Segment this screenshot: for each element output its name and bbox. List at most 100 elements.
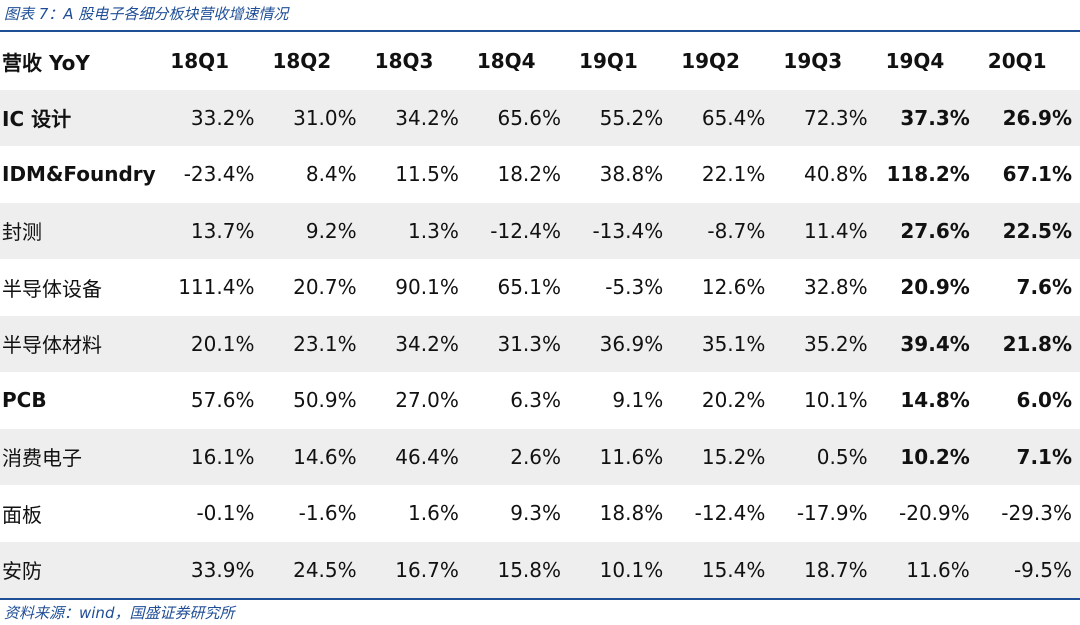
table-cell: 33.2% [160, 89, 263, 146]
row-label: IC 设计 [0, 89, 161, 146]
table-cell: 11.4% [773, 202, 876, 259]
table-cell: 11.6% [875, 541, 978, 598]
header-quarter: 19Q1 [579, 49, 638, 74]
table-cell: 9.2% [262, 202, 365, 259]
table-cell: 34.2% [364, 315, 467, 372]
table-cell: 40.8% [773, 146, 876, 203]
table-cell: 32.8% [773, 259, 876, 316]
table-cell: 14.8% [875, 372, 978, 429]
table-cell: 31.3% [466, 315, 570, 372]
bottom-rule [0, 598, 1080, 600]
table-cell: 12.6% [671, 259, 774, 316]
table-cell: 16.7% [364, 541, 467, 598]
table-cell: 22.5% [977, 202, 1080, 259]
table-cell: 9.3% [466, 485, 570, 542]
table-cell: 20.9% [875, 259, 978, 316]
table-row: 安防 33.9% 24.5% 16.7% 15.8% 10.1% 15.4% 18.7% 11.… [0, 541, 1080, 598]
table-cell: 31.0% [262, 89, 365, 146]
table-cell: 50.9% [262, 372, 365, 429]
table-cell: 1.6% [364, 485, 467, 542]
table-cell: 118.2% [875, 146, 978, 203]
row-label: 半导体设备 [0, 259, 161, 316]
table-cell: 10.2% [875, 428, 978, 485]
header-metric: 营收 YoY [2, 50, 90, 75]
table-cell: 15.2% [671, 428, 774, 485]
table-cell: 1.3% [364, 202, 467, 259]
table-cell: 22.1% [671, 146, 774, 203]
header-quarter: 18Q3 [374, 49, 434, 74]
row-label: 安防 [0, 541, 161, 598]
table-cell: 36.9% [569, 315, 672, 372]
table-cell: 65.1% [466, 259, 570, 316]
table-cell: 15.8% [466, 541, 570, 598]
table-cell: -5.3% [569, 259, 672, 316]
table-cell: 65.6% [466, 89, 570, 146]
table-cell: 46.4% [364, 428, 467, 485]
table-cell: 72.3% [773, 89, 876, 146]
source-note: 资料来源：wind，国盛证券研究所 [4, 604, 235, 622]
table-cell: 65.4% [671, 89, 774, 146]
row-label: PCB [0, 372, 161, 429]
table-cell: 23.1% [262, 315, 365, 372]
header-quarter: 19Q4 [885, 49, 945, 74]
table-cell: 6.0% [977, 372, 1080, 429]
table-cell: -20.9% [875, 485, 978, 542]
table-row: IDM&Foundry -23.4% 8.4% 11.5% 18.2% 38.8% 22.1… [0, 146, 1080, 203]
row-label: 消费电子 [0, 428, 161, 485]
table-cell: 9.1% [569, 372, 672, 429]
table-cell: 24.5% [262, 541, 365, 598]
table-body: IC 设计 33.2% 31.0% 34.2% 65.6% 55.2% 65.4% 72.3%… [0, 89, 1080, 598]
table-cell: 7.6% [977, 259, 1080, 316]
table-cell: 13.7% [160, 202, 263, 259]
header-quarter: 20Q1 [987, 49, 1047, 74]
table-cell: 21.8% [977, 315, 1080, 372]
growth-table: 营收 YoY 18Q1 18Q2 18Q3 18Q4 19Q1 19Q2 19Q3 19Q4 20… [0, 33, 1080, 598]
header-quarter: 19Q2 [681, 49, 740, 74]
table-cell: 11.5% [364, 146, 467, 203]
table-cell: 8.4% [262, 146, 365, 203]
table-row: 消费电子 16.1% 14.6% 46.4% 2.6% 11.6% 15.2% 0.5% 10.… [0, 428, 1080, 485]
table-cell: 14.6% [262, 428, 365, 485]
table-cell: 10.1% [569, 541, 672, 598]
table-cell: 90.1% [364, 259, 467, 316]
table-cell: 27.0% [364, 372, 467, 429]
header-quarter: 18Q1 [170, 49, 230, 74]
table-cell: -12.4% [671, 485, 774, 542]
header-quarter: 18Q4 [476, 49, 536, 74]
table-cell: -29.3% [977, 485, 1080, 542]
table-cell: 34.2% [364, 89, 467, 146]
table-cell: 35.1% [671, 315, 774, 372]
table-row: PCB 57.6% 50.9% 27.0% 6.3% 9.1% 20.2% 10.1% 14.8… [0, 372, 1080, 429]
header-quarter: 19Q3 [783, 49, 843, 74]
header-row: 营收 YoY 18Q1 18Q2 18Q3 18Q4 19Q1 19Q2 19Q3 19Q4 20… [0, 33, 1080, 90]
top-rule [0, 30, 1080, 32]
table-cell: 20.2% [671, 372, 774, 429]
table-cell: 18.2% [466, 146, 570, 203]
table-cell: 20.7% [262, 259, 365, 316]
table-cell: 57.6% [160, 372, 263, 429]
table-cell: 35.2% [773, 315, 876, 372]
table-cell: -12.4% [466, 202, 570, 259]
table-cell: -17.9% [773, 485, 876, 542]
table-cell: 16.1% [160, 428, 263, 485]
table-cell: -23.4% [160, 146, 263, 203]
table-cell: 38.8% [569, 146, 672, 203]
table-cell: 15.4% [671, 541, 774, 598]
table-cell: 26.9% [977, 89, 1080, 146]
table-cell: 55.2% [569, 89, 672, 146]
table-cell: 27.6% [875, 202, 978, 259]
table-row: 半导体设备 111.4% 20.7% 90.1% 65.1% -5.3% 12.6% 32.8… [0, 259, 1080, 316]
table-row: 封测 13.7% 9.2% 1.3% -12.4% -13.4% -8.7% 11.4% 27.… [0, 202, 1080, 259]
table-cell: -8.7% [671, 202, 774, 259]
table-cell: 37.3% [875, 89, 978, 146]
table-cell: 67.1% [977, 146, 1080, 203]
table-cell: 18.8% [569, 485, 672, 542]
table-cell: 10.1% [773, 372, 876, 429]
table-row: 面板 -0.1% -1.6% 1.6% 9.3% 18.8% -12.4% -17.9% -20… [0, 485, 1080, 542]
row-label: 封测 [0, 202, 161, 259]
table-cell: 7.1% [977, 428, 1080, 485]
header-quarter: 18Q2 [272, 49, 332, 74]
table-row: IC 设计 33.2% 31.0% 34.2% 65.6% 55.2% 65.4% 72.3%… [0, 89, 1080, 146]
table-cell: -13.4% [569, 202, 672, 259]
table-cell: 6.3% [466, 372, 570, 429]
